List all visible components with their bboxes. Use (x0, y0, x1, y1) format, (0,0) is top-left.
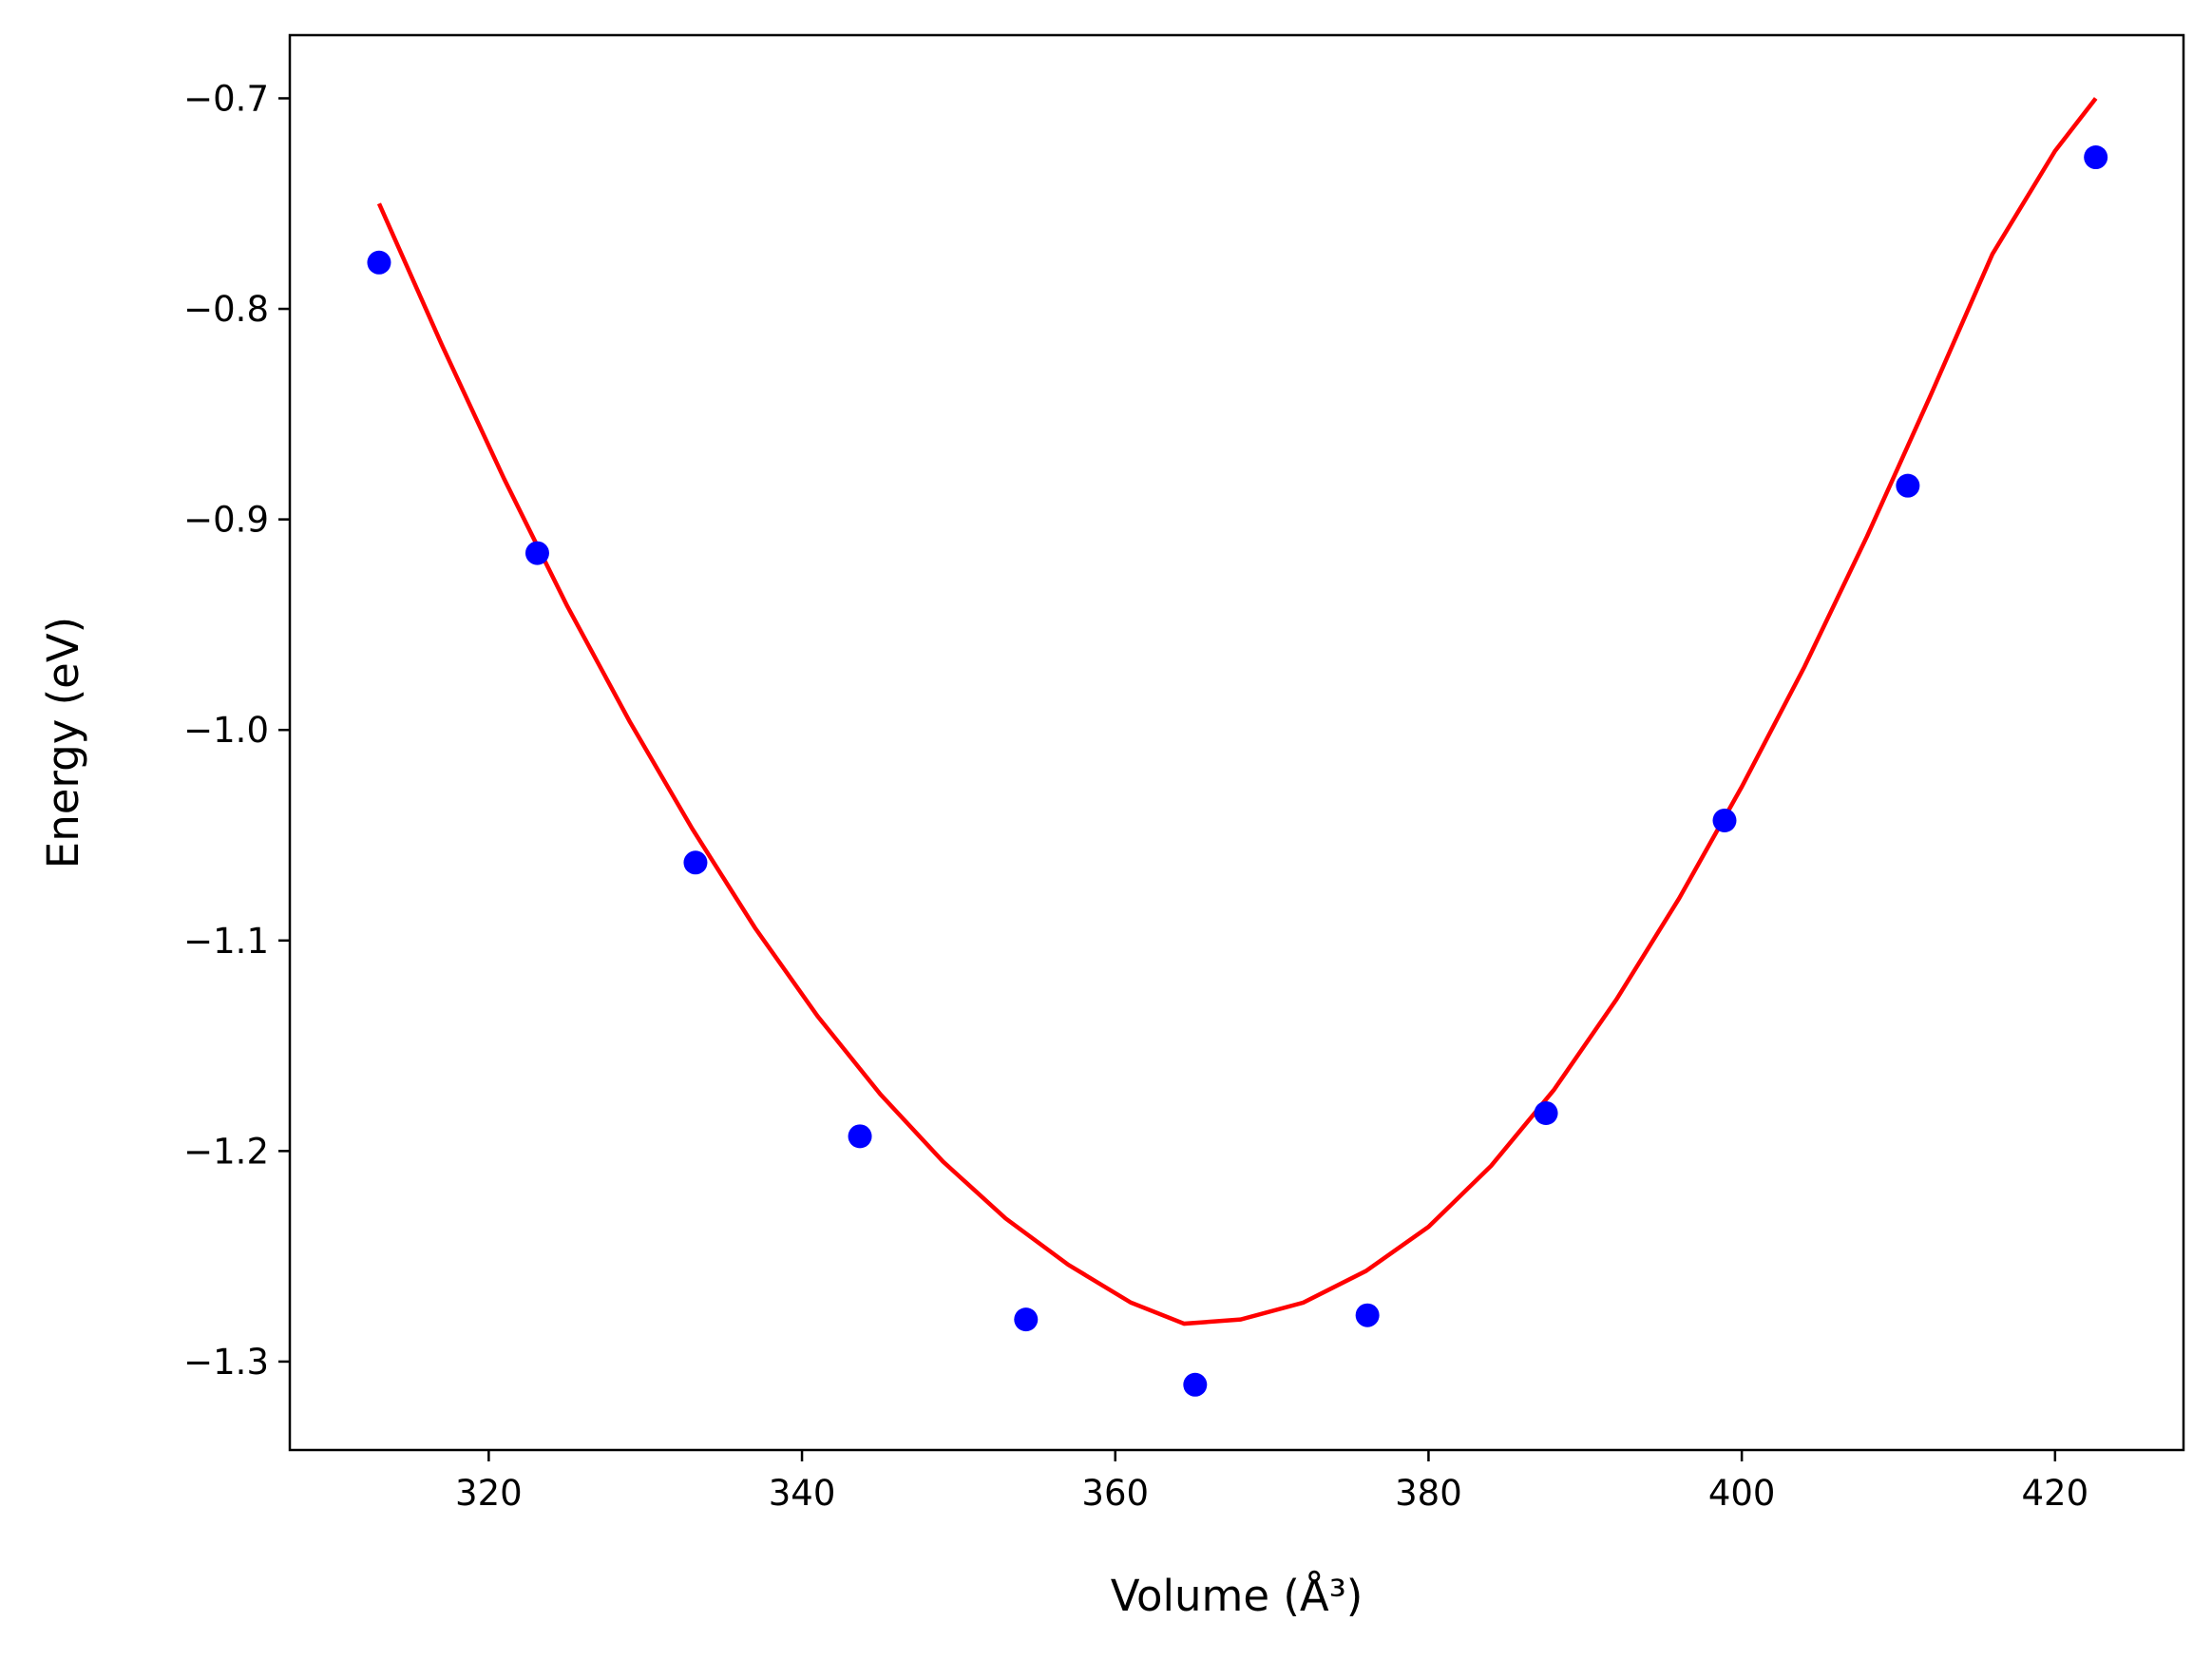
x-tick-label: 420 (2022, 1473, 2089, 1514)
y-tick-label: −0.7 (183, 78, 269, 119)
x-tick-label: 400 (1708, 1473, 1776, 1514)
data-point (1355, 1303, 1380, 1327)
data-point (1896, 473, 1920, 498)
data-point (1014, 1307, 1039, 1332)
data-point (1712, 808, 1737, 832)
y-tick-label: −0.9 (183, 500, 269, 541)
y-tick-label: −1.3 (183, 1342, 269, 1383)
data-points-layer (367, 145, 2108, 1397)
fit-curve-line (376, 97, 2098, 1326)
y-tick-label: −1.2 (183, 1131, 269, 1172)
y-tick-label: −0.8 (183, 289, 269, 330)
x-tick-label: 360 (1081, 1473, 1149, 1514)
fit-curve-layer (376, 97, 2098, 1326)
x-tick-label: 320 (455, 1473, 523, 1514)
y-tick-label: −1.0 (183, 710, 269, 751)
data-point (1183, 1372, 1208, 1397)
y-tick-label: −1.1 (183, 921, 269, 962)
y-axis-ticks: −0.7 −0.8 −0.9 −1.0 −1.1 −1.2 −1.3 (183, 78, 290, 1383)
x-axis-ticks: 320 340 360 380 400 420 (455, 1450, 2088, 1514)
x-axis-label: Volume (Å³) (1111, 1571, 1363, 1621)
x-tick-label: 340 (769, 1473, 836, 1514)
data-point (367, 250, 391, 275)
data-point (683, 850, 708, 875)
data-point (2084, 145, 2108, 170)
x-tick-label: 380 (1395, 1473, 1462, 1514)
data-point (848, 1124, 872, 1149)
plot-frame (288, 33, 2185, 1452)
data-point (524, 541, 549, 565)
data-point (1534, 1100, 1558, 1125)
y-axis-label: Energy (eV) (38, 617, 88, 868)
